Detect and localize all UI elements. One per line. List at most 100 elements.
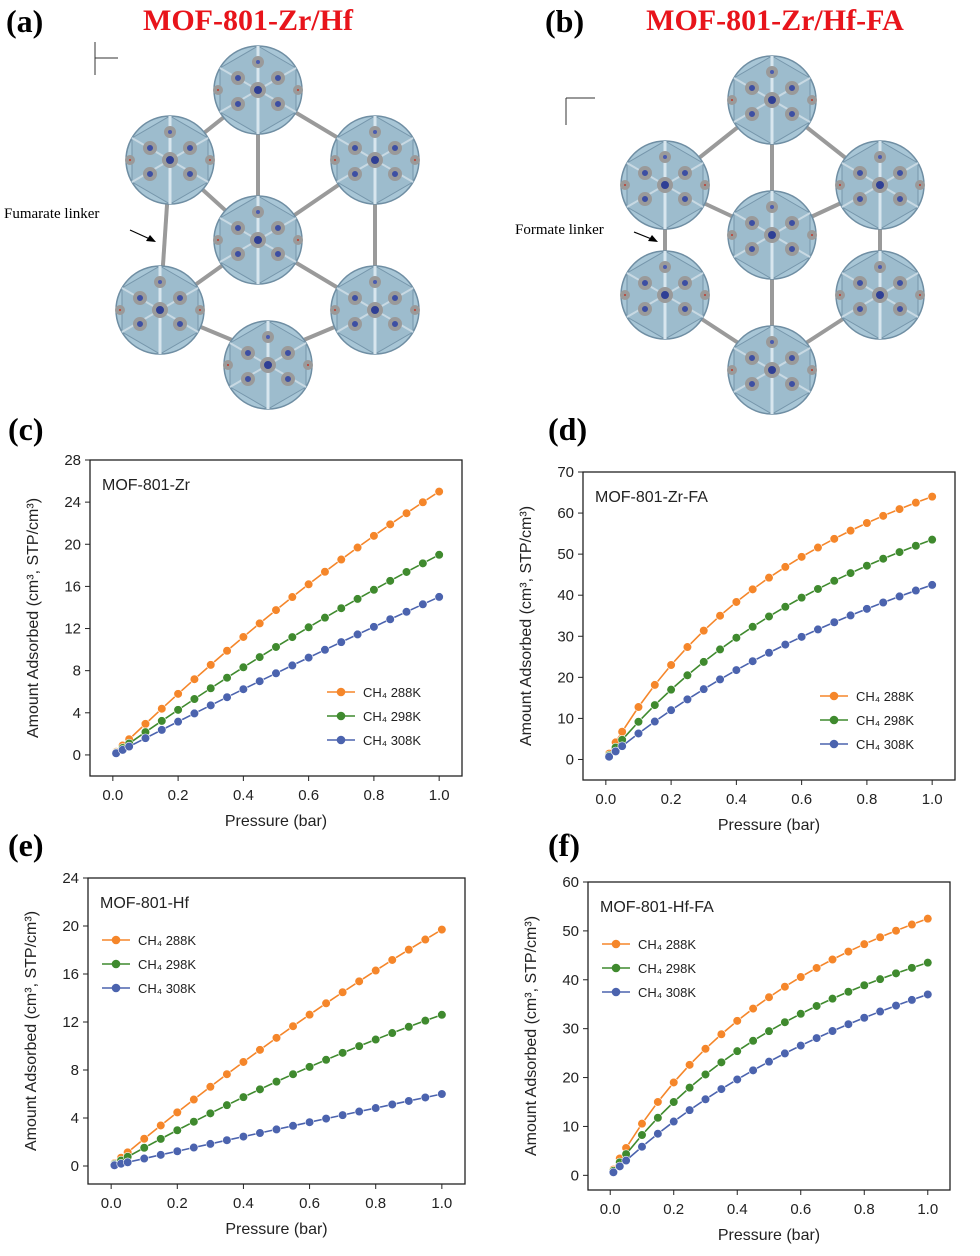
- data-point: [878, 511, 888, 521]
- data-point: [682, 670, 693, 680]
- data-point: [891, 1000, 901, 1011]
- legend-marker: [111, 959, 121, 969]
- legend-marker: [829, 691, 839, 701]
- data-point: [633, 728, 644, 739]
- x-tick-label: 0.0: [101, 1195, 122, 1212]
- data-point: [685, 1060, 695, 1070]
- x-tick-label: 1.0: [922, 791, 943, 808]
- data-point: [338, 1110, 348, 1120]
- data-point: [271, 1077, 282, 1087]
- series-line: [114, 1093, 443, 1167]
- y-axis-label: Amount Adsorbed (cm³, STP/cm³): [523, 916, 540, 1156]
- data-point: [764, 1026, 774, 1036]
- y-axis-label: Amount Adsorbed (cm³, STP/cm³): [518, 506, 535, 746]
- data-point: [829, 534, 839, 544]
- data-point: [387, 1099, 397, 1110]
- data-point: [157, 716, 167, 726]
- data-point: [222, 692, 232, 702]
- data-point: [615, 1161, 625, 1171]
- legend-marker: [611, 963, 621, 973]
- data-point: [827, 994, 838, 1004]
- data-point: [287, 592, 297, 602]
- data-point: [387, 955, 397, 965]
- data-point: [829, 576, 839, 586]
- data-point: [843, 946, 853, 957]
- legend-label: CH₄ 298K: [363, 709, 421, 724]
- data-point: [650, 680, 660, 690]
- legend-marker: [829, 715, 839, 725]
- data-point: [911, 498, 921, 508]
- data-point: [653, 1113, 663, 1123]
- legend-marker: [611, 987, 621, 997]
- y-tick-label: 16: [62, 966, 79, 983]
- x-tick-label: 1.0: [431, 1195, 452, 1212]
- data-point: [604, 752, 614, 762]
- x-axis-label: Pressure (bar): [718, 1227, 820, 1244]
- data-point: [907, 963, 917, 973]
- x-tick-label: 0.2: [661, 791, 682, 808]
- y-tick-label: 30: [557, 628, 574, 645]
- y-tick-label: 20: [64, 536, 81, 553]
- data-point: [682, 694, 693, 704]
- data-point: [222, 673, 232, 683]
- data-point: [189, 674, 200, 684]
- annotation: Fumarate linker: [4, 206, 99, 222]
- series-line: [114, 1014, 443, 1165]
- x-tick-label: 0.4: [233, 1195, 254, 1212]
- legend-label: CH₄ 288K: [856, 689, 914, 704]
- legend-label: CH₄ 298K: [638, 961, 696, 976]
- chart-title: MOF-801-Hf-FA: [600, 899, 714, 916]
- data-point: [420, 934, 430, 945]
- data-point: [418, 497, 428, 507]
- y-tick-label: 10: [562, 1118, 579, 1135]
- data-point: [369, 531, 379, 541]
- data-point: [875, 932, 885, 942]
- data-point: [288, 1069, 298, 1079]
- data-point: [222, 1100, 232, 1110]
- data-point: [685, 1083, 695, 1093]
- data-point: [669, 1077, 679, 1088]
- data-point: [304, 1010, 315, 1020]
- data-point: [320, 567, 330, 577]
- y-axis-label: Amount Adsorbed (cm³, STP/cm³): [23, 911, 40, 1151]
- data-point: [827, 1026, 838, 1036]
- data-point: [189, 694, 200, 704]
- plot-frame: [87, 877, 466, 1185]
- data-point: [420, 1092, 430, 1103]
- data-point: [797, 632, 807, 642]
- data-point: [637, 1142, 647, 1152]
- chart-title: MOF-801-Zr-FA: [595, 489, 708, 506]
- data-point: [650, 700, 660, 710]
- y-tick-label: 8: [73, 663, 81, 680]
- data-point: [829, 617, 839, 627]
- data-point: [404, 1096, 414, 1106]
- annotation: Formate linker: [515, 222, 604, 238]
- plot-frame: [582, 471, 956, 781]
- data-point: [287, 660, 297, 671]
- data-point: [843, 987, 853, 997]
- data-point: [222, 1135, 232, 1145]
- data-point: [255, 1084, 265, 1094]
- data-point: [666, 685, 676, 695]
- series-line: [115, 554, 440, 754]
- data-point: [878, 554, 888, 564]
- data-point: [336, 637, 346, 647]
- data-point: [748, 1065, 758, 1075]
- y-tick-label: 0: [571, 1167, 579, 1184]
- y-tick-label: 50: [557, 546, 574, 563]
- data-point: [907, 995, 917, 1005]
- data-point: [875, 1006, 885, 1017]
- data-point: [797, 552, 807, 562]
- series-line: [608, 495, 933, 755]
- data-point: [682, 642, 693, 652]
- chart: (c) MOF-801-Zr 0 4 8 12 16 20 24 28 0.0 0.2 0.4 0.6 0.…: [8, 411, 463, 830]
- data-point: [796, 972, 806, 982]
- data-point: [369, 622, 379, 632]
- data-point: [156, 1134, 166, 1144]
- series-line: [115, 596, 440, 754]
- data-point: [205, 1139, 215, 1149]
- chart-title: MOF-801-Zr: [102, 477, 191, 494]
- y-tick-label: 4: [73, 705, 81, 722]
- data-point: [437, 924, 447, 935]
- data-point: [255, 618, 265, 628]
